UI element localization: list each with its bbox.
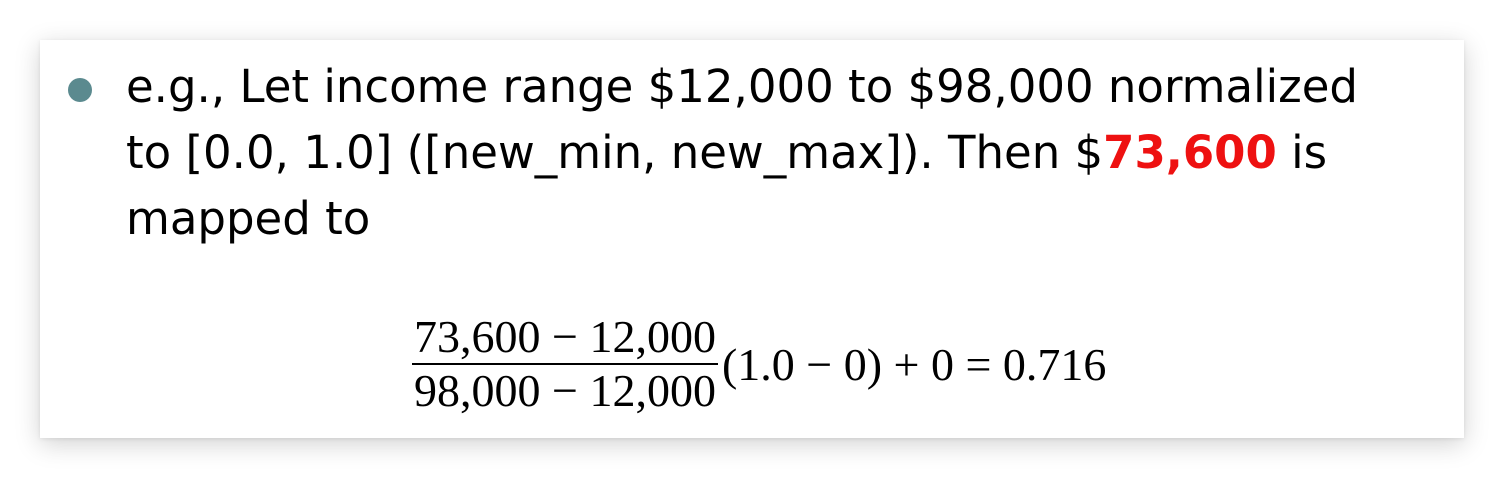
bullet-line-1: e.g., Let income range $12,000 to $98,00… — [126, 60, 1358, 113]
bullet-line-3: mapped to — [126, 192, 371, 245]
fraction-bar — [412, 363, 718, 365]
formula-denominator: 98,000 − 12,000 — [414, 365, 716, 416]
bullet-line-2: to [0.0, 1.0] ([new_min, new_max]). Then… — [126, 120, 1456, 186]
bullet-dot-icon — [68, 78, 92, 102]
highlighted-value: 73,600 — [1103, 126, 1277, 179]
formula-numerator: 73,600 − 12,000 — [414, 311, 716, 362]
formula-result: (1.0 − 0) + 0 = 0.716 — [721, 338, 1107, 390]
bullet-line-2-suffix: is — [1276, 126, 1328, 179]
bullet-line-2-prefix: to [0.0, 1.0] ([new_min, new_max]). Then… — [126, 126, 1104, 179]
formula-fraction: 73,600 − 12,000 98,000 − 12,000 — [412, 311, 718, 417]
normalization-formula: 73,600 − 12,000 98,000 − 12,000 (1.0 − 0… — [412, 304, 1106, 424]
bullet-paragraph: e.g., Let income range $12,000 to $98,00… — [126, 54, 1456, 252]
slide-content: e.g., Let income range $12,000 to $98,00… — [40, 40, 1464, 438]
